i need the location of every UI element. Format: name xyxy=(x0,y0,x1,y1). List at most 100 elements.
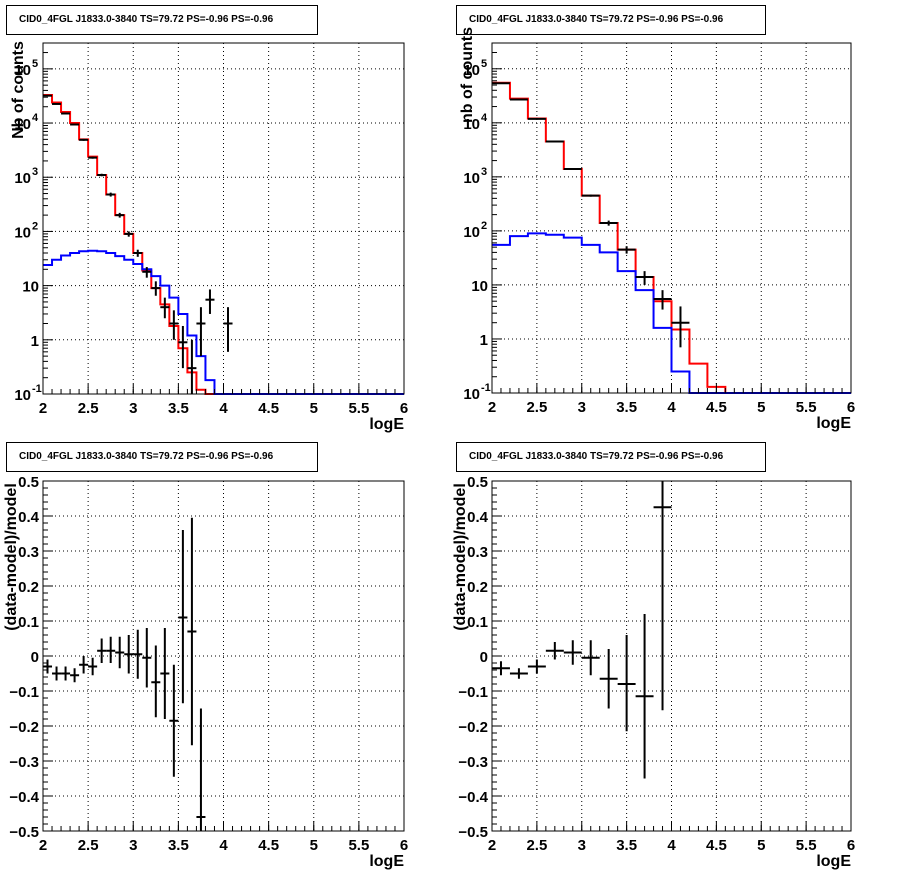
y-tick-label: 0.4 xyxy=(18,509,40,526)
data-point xyxy=(88,657,98,676)
data-point xyxy=(196,307,206,357)
data-point xyxy=(61,666,71,681)
chart-title-text: CID0_4FGL J1833.0-3840 TS=79.72 PS=-0.96… xyxy=(469,14,724,25)
x-tick-label: 5.5 xyxy=(796,837,817,854)
y-tick-label: −0.2 xyxy=(458,719,488,736)
data-points xyxy=(492,481,672,779)
grid xyxy=(42,480,405,832)
data-point xyxy=(581,194,600,197)
y-tick-label: 0.3 xyxy=(18,544,39,561)
data-point xyxy=(617,635,636,732)
x-tick-label: 5.5 xyxy=(348,837,369,854)
chart-title: CID0_4FGL J1833.0-3840 TS=79.72 PS=-0.96… xyxy=(456,5,766,35)
y-tick-label: 10 xyxy=(463,386,480,403)
data-point xyxy=(124,635,134,674)
x-tick-label: 4 xyxy=(667,837,676,854)
chart-title: CID0_4FGL J1833.0-3840 TS=79.72 PS=-0.96… xyxy=(6,442,318,472)
x-tick-label: 5 xyxy=(310,400,318,417)
chart-title-text: CID0_4FGL J1833.0-3840 TS=79.72 PS=-0.96… xyxy=(469,451,724,462)
y-tick-exponent: 5 xyxy=(481,58,487,70)
y-axis-label: Nb of counts xyxy=(10,41,27,139)
data-point xyxy=(509,98,528,101)
y-axis-label: (data-model)/model xyxy=(3,483,20,631)
y-tick-label: 1 xyxy=(31,333,39,350)
x-tick-label: 3.5 xyxy=(168,400,189,417)
data-point xyxy=(635,271,654,285)
y-tick-label: 0 xyxy=(480,649,488,666)
x-axis-label: logE xyxy=(816,853,851,870)
data-point xyxy=(527,659,546,674)
y-tick-label: 0 xyxy=(31,649,39,666)
data-point xyxy=(223,307,233,352)
data-point xyxy=(671,306,690,348)
x-tick-label: 4.5 xyxy=(258,400,279,417)
x-tick-label: 2 xyxy=(39,837,47,854)
data-points xyxy=(43,517,206,831)
y-tick-label: 10 xyxy=(463,116,480,133)
data-point xyxy=(617,246,636,254)
x-tick-label: 3 xyxy=(578,837,586,854)
data-points xyxy=(492,82,690,348)
chart-title-text: CID0_4FGL J1833.0-3840 TS=79.72 PS=-0.96… xyxy=(19,14,274,25)
x-tick-label: 5.5 xyxy=(796,399,817,416)
y-tick-exponent: 2 xyxy=(32,220,38,232)
x-axis: 2 2.5 3 3.5 4 4.5 5 5.5 6 xyxy=(488,383,855,416)
y-tick-label: 0.5 xyxy=(467,474,488,491)
data-point xyxy=(205,289,215,314)
data-point xyxy=(196,708,206,831)
data-point xyxy=(653,290,672,310)
x-tick-label: 4.5 xyxy=(258,837,279,854)
y-tick-label: −0.3 xyxy=(458,754,488,771)
data-point xyxy=(79,138,89,141)
y-tick-label: −0.1 xyxy=(9,684,39,701)
y-tick-label: 0.1 xyxy=(467,614,488,631)
y-tick-label: −0.5 xyxy=(9,824,39,841)
data-point xyxy=(133,629,143,679)
data-point xyxy=(61,112,71,115)
x-tick-label: 3.5 xyxy=(616,399,637,416)
x-tick-label: 2 xyxy=(488,837,496,854)
y-tick-label: 10 xyxy=(14,224,31,241)
y-tick-label: 10 xyxy=(22,279,39,296)
data-point xyxy=(151,645,161,718)
y-axis-label: nb of counts xyxy=(459,27,476,123)
chart-svg: 2 2.5 3 3.5 4 4.5 5 5.5 6logE−0.5−0.4−0.3−0.2−0.… xyxy=(452,474,855,870)
x-tick-label: 3 xyxy=(129,837,137,854)
data-point xyxy=(653,481,672,711)
data-point xyxy=(492,661,510,676)
data-point xyxy=(97,638,107,663)
y-tick-label: 10 xyxy=(14,62,31,79)
y-tick-label: 10 xyxy=(14,116,31,133)
chart-residuals-coarse: CID0_4FGL J1833.0-3840 TS=79.72 PS=-0.96… xyxy=(449,437,898,875)
x-tick-label: 3.5 xyxy=(168,837,189,854)
data-point xyxy=(142,267,152,278)
data-point xyxy=(178,325,188,369)
y-axis: −0.5 −0.4 −0.3 −0.2 −0.1 0 0.1 0.2 0.3 0.4 0.5 xyxy=(9,474,53,841)
x-tick-label: 6 xyxy=(400,837,408,854)
x-axis-label: logE xyxy=(369,853,404,870)
x-axis-label: logE xyxy=(816,415,851,432)
grid xyxy=(42,43,405,395)
x-tick-label: 2 xyxy=(39,400,47,417)
chart-counts-fine: CID0_4FGL J1833.0-3840 TS=79.72 PS=-0.96… xyxy=(0,0,449,437)
x-tick-label: 2.5 xyxy=(526,837,547,854)
y-tick-exponent: 2 xyxy=(481,220,487,232)
data-point xyxy=(527,117,546,120)
data-point xyxy=(151,281,161,296)
y-tick-label: −0.4 xyxy=(458,789,488,806)
data-point xyxy=(160,628,170,719)
y-tick-label: −0.1 xyxy=(458,684,488,701)
y-tick-label: 10 xyxy=(463,62,480,79)
x-tick-label: 4.5 xyxy=(706,837,727,854)
data-point xyxy=(70,668,80,683)
y-tick-label: 0.5 xyxy=(18,474,39,491)
data-point xyxy=(169,310,179,340)
x-tick-label: 5 xyxy=(310,837,318,854)
x-tick-label: 5.5 xyxy=(348,400,369,417)
y-tick-exponent: 4 xyxy=(32,112,39,124)
y-tick-exponent: -1 xyxy=(32,383,42,395)
data-point xyxy=(187,339,197,394)
data-point xyxy=(563,640,582,665)
